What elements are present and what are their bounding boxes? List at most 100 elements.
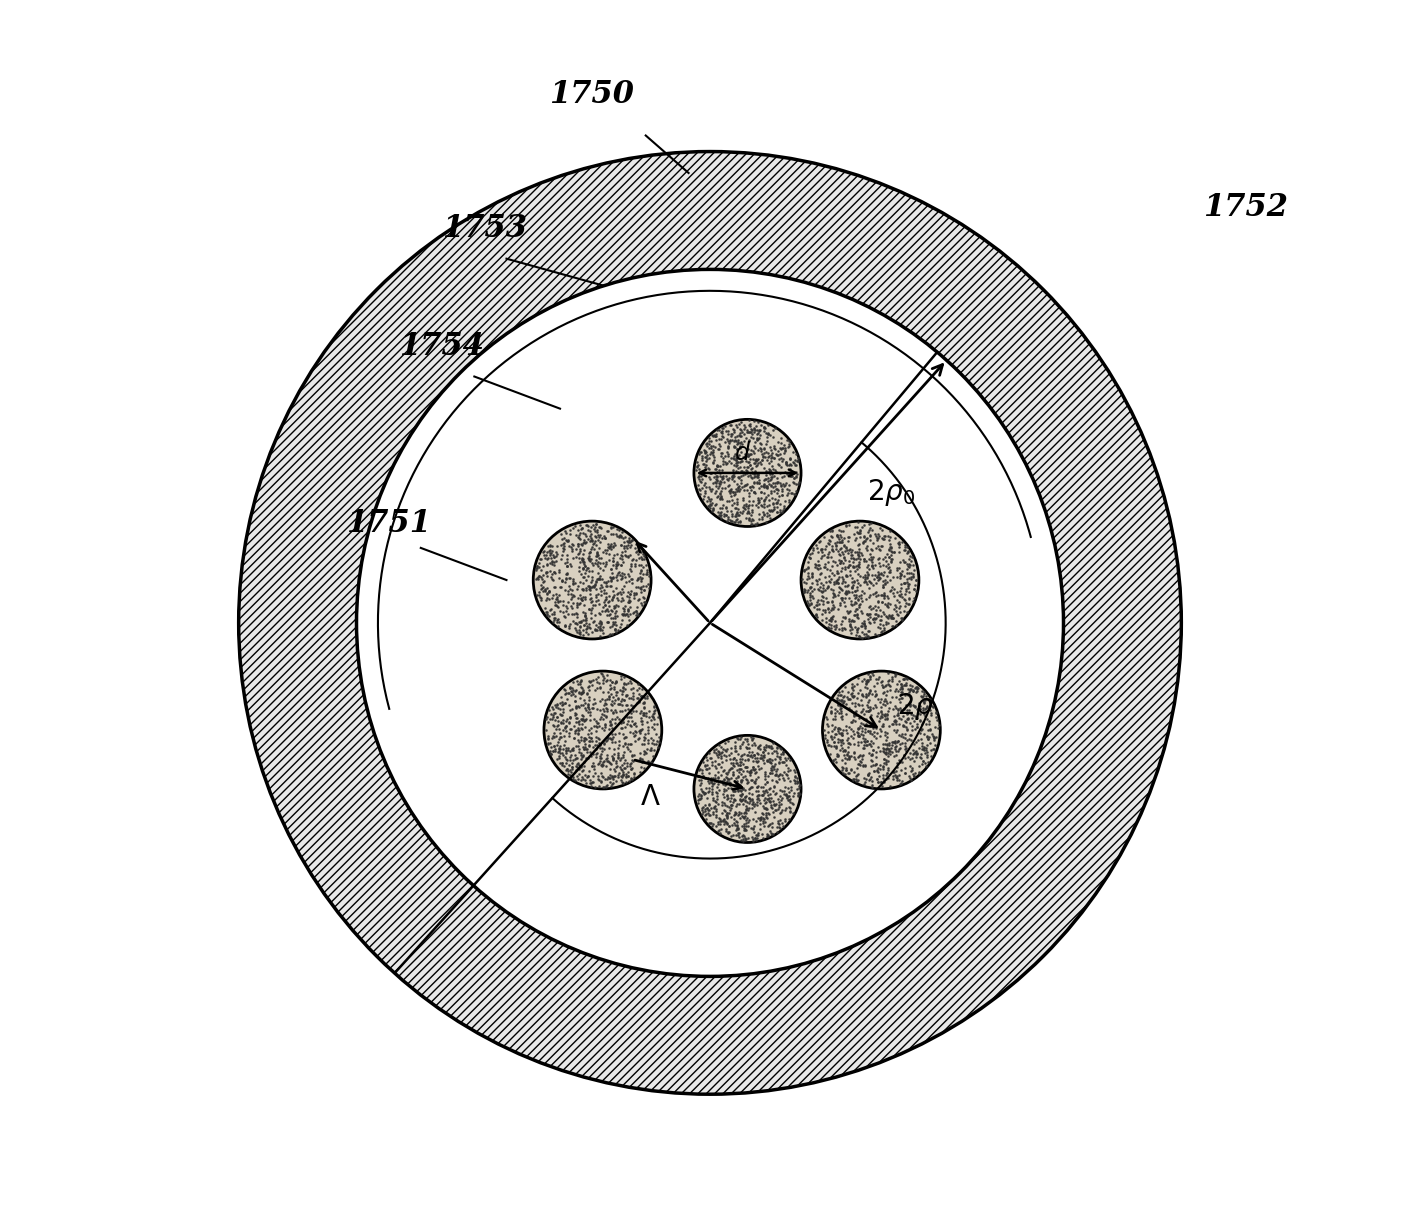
Point	[888, 679, 910, 698]
Point	[825, 570, 848, 590]
Point	[723, 421, 746, 440]
Point	[608, 751, 630, 770]
Point	[743, 463, 765, 483]
Point	[575, 683, 598, 702]
Point	[571, 678, 594, 697]
Point	[720, 466, 743, 485]
Point	[846, 607, 869, 627]
Point	[686, 786, 709, 806]
Point	[821, 588, 843, 607]
Point	[795, 569, 818, 589]
Point	[846, 564, 869, 584]
Point	[569, 612, 592, 631]
Point	[588, 746, 611, 766]
Point	[609, 614, 632, 634]
Point	[848, 545, 870, 564]
Point	[625, 584, 648, 603]
Point	[582, 612, 605, 631]
Point	[551, 572, 574, 591]
Point	[873, 585, 896, 605]
Point	[586, 545, 609, 564]
Point	[582, 709, 605, 729]
Point	[642, 707, 665, 727]
Point	[741, 770, 764, 790]
Point	[834, 607, 856, 627]
Point	[785, 779, 808, 798]
Point	[816, 577, 839, 596]
Point	[835, 758, 858, 778]
Point	[723, 471, 746, 490]
Point	[740, 508, 763, 528]
Point	[726, 753, 748, 773]
Point	[598, 719, 621, 739]
Point	[910, 714, 933, 734]
Point	[643, 700, 666, 719]
Point	[714, 741, 737, 761]
Point	[889, 739, 912, 758]
Point	[733, 419, 755, 439]
Point	[888, 542, 910, 562]
Point	[581, 578, 604, 597]
Point	[913, 683, 936, 702]
Point	[890, 574, 913, 594]
Point	[821, 716, 843, 735]
Point	[848, 708, 870, 728]
Point	[758, 822, 781, 841]
Point	[743, 728, 765, 747]
Point	[886, 741, 909, 761]
Point	[893, 763, 916, 783]
Point	[528, 588, 551, 607]
Point	[760, 482, 782, 501]
Point	[755, 751, 778, 770]
Point	[719, 800, 741, 819]
Point	[564, 720, 586, 740]
Point	[611, 681, 633, 701]
Point	[900, 708, 923, 728]
Point	[885, 733, 907, 752]
Point	[687, 794, 710, 813]
Point	[768, 473, 791, 492]
Point	[760, 463, 782, 483]
Point	[872, 578, 895, 597]
Point	[717, 438, 740, 457]
Point	[714, 740, 737, 759]
Point	[723, 463, 746, 483]
Point	[619, 741, 642, 761]
Point	[784, 767, 807, 786]
Point	[744, 466, 767, 485]
Point	[883, 542, 906, 562]
Point	[687, 467, 710, 486]
Point	[602, 551, 625, 570]
Point	[731, 829, 754, 848]
Point	[758, 501, 781, 521]
Point	[845, 688, 868, 707]
Point	[835, 517, 858, 536]
Point	[903, 719, 926, 739]
Point	[595, 589, 618, 608]
Point	[611, 579, 633, 599]
Point	[609, 713, 632, 733]
Point	[547, 610, 569, 629]
Point	[586, 555, 609, 574]
Point	[575, 617, 598, 636]
Point	[767, 433, 790, 452]
Point	[878, 739, 900, 758]
Point	[605, 601, 628, 620]
Point	[547, 742, 569, 762]
Point	[562, 729, 585, 748]
Point	[721, 763, 744, 783]
Point	[572, 740, 595, 759]
Point	[565, 614, 588, 634]
Point	[571, 767, 594, 786]
Point	[737, 511, 760, 530]
Point	[902, 681, 924, 701]
Point	[628, 569, 650, 589]
Point	[731, 767, 754, 786]
Point	[701, 789, 724, 808]
Point	[741, 500, 764, 519]
Point	[700, 432, 723, 451]
Point	[568, 764, 591, 784]
Point	[622, 751, 645, 770]
Point	[852, 757, 875, 777]
Point	[849, 627, 872, 646]
